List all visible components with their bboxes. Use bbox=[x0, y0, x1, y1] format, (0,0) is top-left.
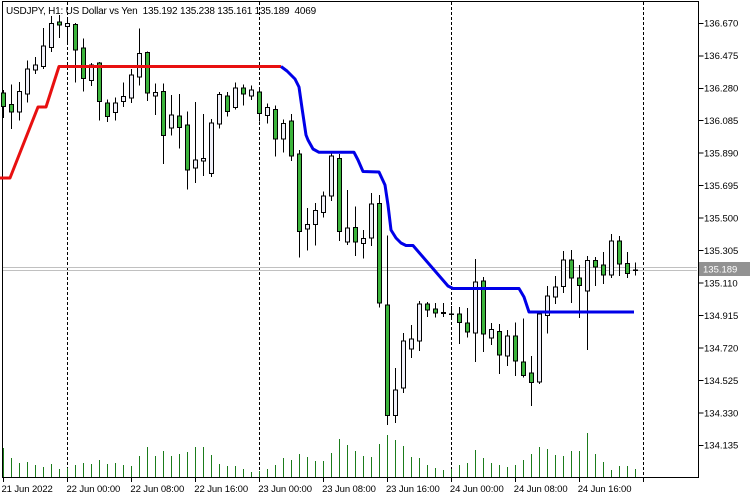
svg-text:134.330: 134.330 bbox=[704, 408, 738, 419]
svg-text:USDJPY, H1: US Dollar vs Yen: USDJPY, H1: US Dollar vs Yen 135.192 135… bbox=[6, 6, 317, 17]
svg-text:22 Jun 00:00: 22 Jun 00:00 bbox=[67, 484, 121, 495]
svg-text:134.720: 134.720 bbox=[704, 343, 738, 354]
svg-text:135.305: 135.305 bbox=[704, 246, 738, 257]
svg-text:135.695: 135.695 bbox=[704, 181, 738, 192]
svg-text:24 Jun 16:00: 24 Jun 16:00 bbox=[578, 484, 632, 495]
svg-text:24 Jun 00:00: 24 Jun 00:00 bbox=[450, 484, 504, 495]
svg-text:135.500: 135.500 bbox=[704, 213, 738, 224]
svg-text:136.670: 136.670 bbox=[704, 19, 738, 30]
svg-text:23 Jun 00:00: 23 Jun 00:00 bbox=[258, 484, 312, 495]
svg-text:136.280: 136.280 bbox=[704, 84, 738, 95]
svg-text:135.189: 135.189 bbox=[703, 265, 737, 276]
svg-text:23 Jun 08:00: 23 Jun 08:00 bbox=[322, 484, 376, 495]
svg-text:136.475: 136.475 bbox=[704, 51, 738, 62]
svg-text:22 Jun 08:00: 22 Jun 08:00 bbox=[130, 484, 184, 495]
svg-text:135.110: 135.110 bbox=[704, 278, 738, 289]
svg-text:136.085: 136.085 bbox=[704, 116, 738, 127]
svg-text:134.135: 134.135 bbox=[704, 441, 738, 452]
svg-text:135.890: 135.890 bbox=[704, 148, 738, 159]
svg-text:22 Jun 16:00: 22 Jun 16:00 bbox=[194, 484, 248, 495]
svg-text:134.915: 134.915 bbox=[704, 311, 738, 322]
svg-text:21 Jun 2022: 21 Jun 2022 bbox=[2, 484, 53, 495]
svg-text:134.525: 134.525 bbox=[704, 376, 738, 387]
svg-text:24 Jun 08:00: 24 Jun 08:00 bbox=[514, 484, 568, 495]
svg-text:23 Jun 16:00: 23 Jun 16:00 bbox=[386, 484, 440, 495]
